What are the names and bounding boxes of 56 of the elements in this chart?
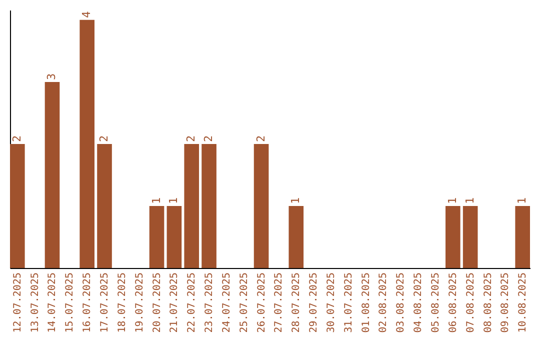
- x-tick-label: 30.07.2025: [326, 272, 337, 333]
- data-label: 1: [289, 197, 302, 204]
- data-label: 1: [167, 197, 180, 204]
- x-tick-label: 25.07.2025: [238, 272, 250, 333]
- x-tick-label: 10.08.2025: [518, 272, 529, 333]
- x-tick-label: 03.08.2025: [396, 272, 407, 333]
- x-tick-label: 26.07.2025: [256, 272, 268, 333]
- x-tick-label: 04.08.2025: [413, 272, 424, 333]
- x-tick-label: 21.07.2025: [169, 272, 180, 333]
- bar: [10, 144, 25, 268]
- bar: [202, 144, 216, 268]
- bar: [515, 206, 530, 268]
- x-tick-label: 27.07.2025: [274, 272, 285, 333]
- bar: [184, 144, 200, 268]
- bar: [254, 144, 269, 268]
- data-label: 3: [45, 73, 58, 80]
- x-tick-label: 22.07.2025: [186, 272, 198, 333]
- x-tick-label: 08.08.2025: [482, 272, 494, 333]
- x-tick-label: 07.08.2025: [465, 272, 476, 333]
- x-tick-label: 12.07.2025: [12, 272, 24, 333]
- x-tick-label: 28.07.2025: [291, 272, 302, 333]
- data-label: 2: [254, 135, 268, 142]
- x-tick-label: 18.07.2025: [116, 272, 128, 333]
- x-tick-label: 02.08.2025: [378, 272, 390, 333]
- x-tick-label: 23.07.2025: [204, 272, 216, 333]
- x-tick-label: 29.07.2025: [308, 272, 320, 333]
- data-label: 1: [446, 197, 459, 204]
- x-tick-label: 05.08.2025: [430, 272, 442, 333]
- data-label: 1: [150, 197, 163, 204]
- x-tick-label: 24.07.2025: [221, 272, 232, 333]
- data-label: 1: [463, 197, 476, 204]
- x-tick-label: 19.07.2025: [134, 272, 146, 333]
- bar: [288, 206, 304, 268]
- data-label: 2: [184, 135, 198, 142]
- x-tick-label: 31.07.2025: [343, 272, 354, 333]
- bar: [149, 206, 164, 268]
- x-tick-label: 13.07.2025: [30, 272, 41, 333]
- data-label: 4: [80, 10, 94, 18]
- x-tick-label: 01.08.2025: [360, 272, 372, 333]
- x-tick-label: 15.07.2025: [64, 272, 76, 333]
- x-tick-label: 14.07.2025: [47, 272, 58, 333]
- x-tick-label: 16.07.2025: [82, 272, 94, 333]
- bar: [446, 206, 460, 268]
- bar: [80, 20, 94, 268]
- bar: [462, 206, 478, 268]
- x-tick-label: 06.08.2025: [448, 272, 459, 333]
- x-tick-label: 17.07.2025: [100, 272, 111, 333]
- bar: [166, 206, 182, 268]
- data-label: 1: [516, 197, 529, 204]
- bar: [44, 82, 60, 268]
- data-label: 2: [202, 135, 216, 142]
- x-tick-label: 09.08.2025: [500, 272, 512, 333]
- data-label: 2: [98, 135, 111, 142]
- x-tick-label: 20.07.2025: [152, 272, 163, 333]
- bar: [97, 144, 112, 268]
- data-label: 2: [10, 135, 24, 142]
